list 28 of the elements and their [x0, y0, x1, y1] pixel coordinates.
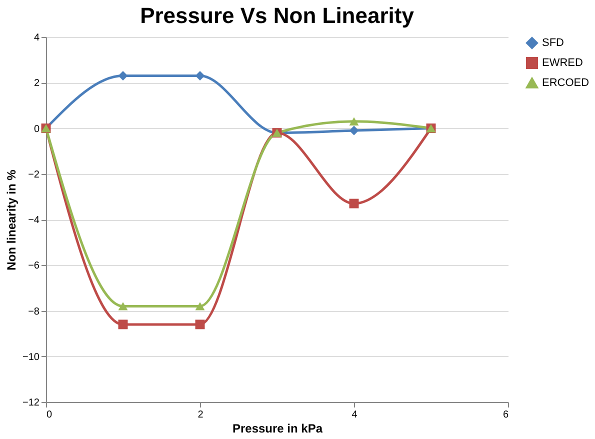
point — [118, 320, 128, 330]
point — [349, 117, 359, 126]
point — [195, 71, 205, 81]
point — [118, 71, 128, 81]
point — [195, 302, 205, 310]
y-tick-label: 0 — [34, 124, 40, 135]
point — [118, 302, 128, 310]
legend-label: EWRED — [542, 57, 583, 69]
legend-label: SFD — [542, 37, 564, 49]
y-tick-label: 2 — [34, 78, 40, 90]
x-axis-title: Pressure in kPa — [232, 422, 323, 436]
x-tick-label: 6 — [502, 410, 509, 420]
point — [349, 126, 359, 136]
y-tick-label: −12 — [22, 398, 40, 408]
y-tick-label: 4 — [34, 32, 40, 44]
y-tick-label: −4 — [28, 215, 40, 226]
chart-title: Pressure Vs Non Linearity — [140, 3, 415, 28]
y-tick-label: −8 — [28, 306, 40, 318]
y-tick-label: −2 — [28, 169, 40, 180]
y-tick-label: −10 — [22, 352, 40, 363]
y-tick-label: −6 — [28, 260, 40, 272]
y-axis-title: Non linearity in % — [4, 169, 19, 270]
point — [195, 320, 205, 330]
point — [349, 198, 359, 208]
legend-label: ERCOED — [542, 77, 590, 89]
x-tick-label: 4 — [352, 410, 358, 420]
x-tick-label: 0 — [46, 410, 52, 420]
x-tick-label: 2 — [198, 410, 204, 420]
